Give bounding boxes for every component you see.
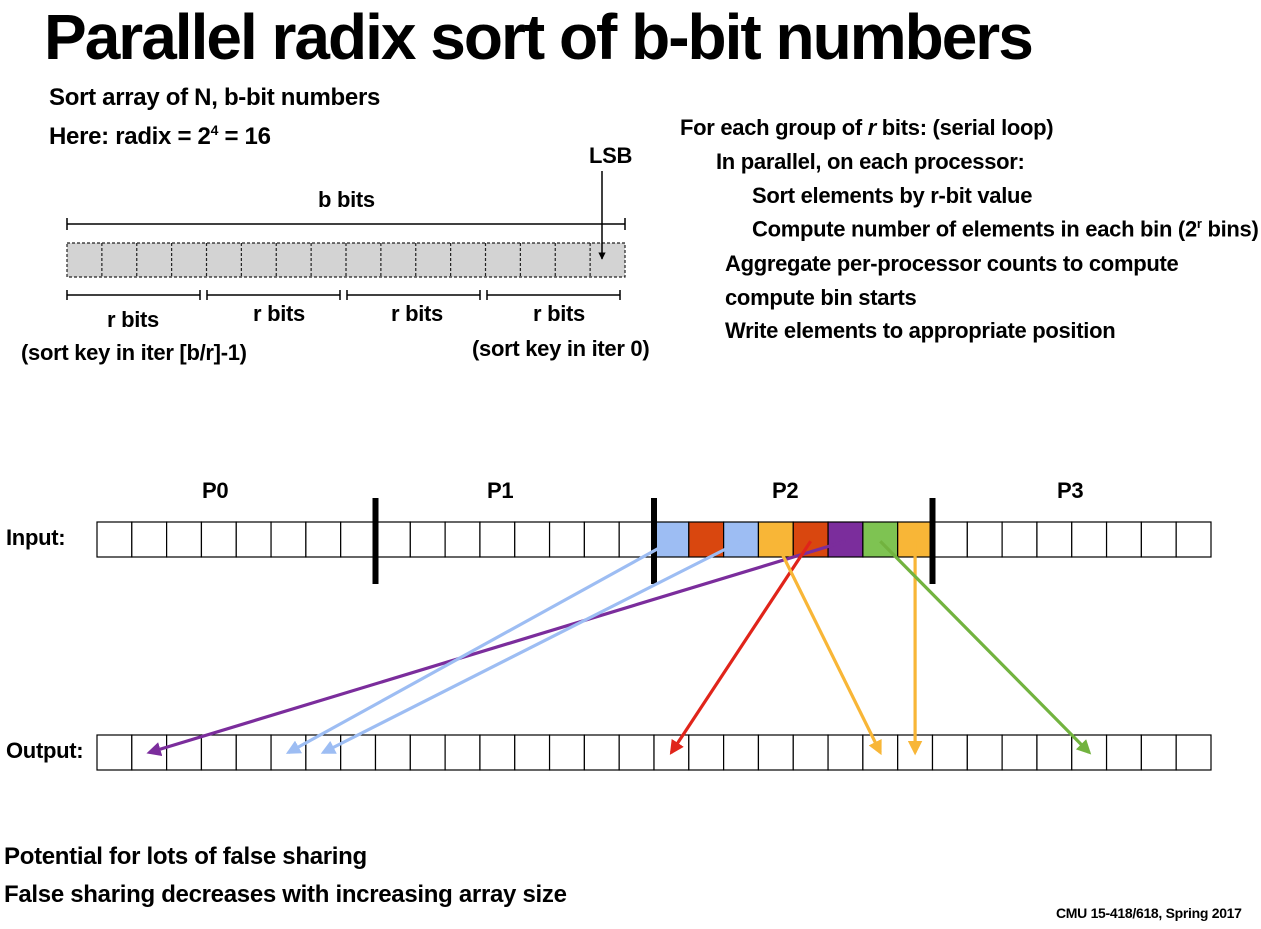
output-label: Output:: [6, 738, 84, 763]
first-group-caption: (sort key in iter [b/r]-1): [21, 340, 247, 365]
output-cell: [96, 734, 133, 771]
input-cell: [827, 521, 864, 558]
arrays-group: [96, 498, 1212, 771]
input-cell: [757, 521, 794, 558]
algo-line-5: Aggregate per-processor counts to comput…: [725, 251, 1179, 276]
r-bits-label-3: r bits: [391, 301, 443, 326]
processor-label-p0: P0: [202, 478, 229, 503]
input-cell: [1001, 521, 1038, 558]
output-cell: [548, 734, 585, 771]
algo-line-6: compute bin starts: [725, 285, 917, 310]
slide-title: Parallel radix sort of b-bit numbers: [44, 1, 1034, 73]
output-cell: [583, 734, 620, 771]
last-group-caption: (sort key in iter 0): [472, 336, 650, 361]
input-cell: [653, 521, 690, 558]
intro-line-1: Sort array of N, b-bit numbers: [49, 84, 381, 111]
output-cell: [757, 734, 794, 771]
algo-line-1: For each group of r bits: (serial loop): [680, 115, 1054, 140]
input-cell: [792, 521, 829, 558]
input-cell: [1105, 521, 1142, 558]
input-cell: [583, 521, 620, 558]
move-arrow: [285, 539, 673, 754]
input-cell: [166, 521, 203, 558]
key-bits-group: [66, 171, 626, 300]
input-cell: [200, 521, 237, 558]
processor-label-p1: P1: [487, 478, 514, 503]
move-arrow: [774, 540, 882, 756]
move-arrow: [320, 539, 742, 754]
output-cell: [1140, 734, 1177, 771]
input-cell: [1071, 521, 1108, 558]
footer-line-2: False sharing decreases with increasing …: [4, 881, 567, 908]
move-arrow: [879, 540, 1092, 755]
input-cell: [688, 521, 725, 558]
r-bits-label-2: r bits: [253, 301, 305, 326]
input-cell: [514, 521, 551, 558]
output-cell: [200, 734, 237, 771]
r-bits-label-4: r bits: [533, 301, 585, 326]
move-arrow: [146, 539, 846, 757]
input-cell: [1175, 521, 1212, 558]
output-cell: [827, 734, 864, 771]
output-cell: [514, 734, 551, 771]
input-cell: [479, 521, 516, 558]
output-cell: [723, 734, 760, 771]
key-bits-dividers: [101, 243, 591, 277]
input-cell: [618, 521, 655, 558]
input-cell: [305, 521, 342, 558]
output-cell: [166, 734, 203, 771]
move-arrows-group: [146, 539, 1092, 757]
algo-line-3: Sort elements by r-bit value: [752, 183, 1033, 208]
output-cell: [618, 734, 655, 771]
input-cell: [1036, 521, 1073, 558]
algo-line-7: Write elements to appropriate position: [725, 318, 1116, 343]
footer-line-1: Potential for lots of false sharing: [4, 843, 367, 870]
input-cell: [340, 521, 377, 558]
input-cell: [966, 521, 1003, 558]
algo-line-4: Compute number of elements in each bin (…: [752, 216, 1259, 242]
output-cell: [1175, 734, 1212, 771]
input-cell: [270, 521, 307, 558]
input-cell: [409, 521, 446, 558]
input-cell: [444, 521, 481, 558]
b-bits-label: b bits: [318, 187, 375, 212]
move-arrow: [669, 540, 812, 755]
algo-line-2: In parallel, on each processor:: [716, 149, 1025, 174]
input-cell: [548, 521, 585, 558]
output-cell: [1036, 734, 1073, 771]
input-cell: [374, 521, 411, 558]
output-cell: [444, 734, 481, 771]
input-cell: [723, 521, 760, 558]
output-cell: [1105, 734, 1142, 771]
output-cell: [1001, 734, 1038, 771]
output-cell: [966, 734, 1003, 771]
intro-line-2: Here: radix = 24 = 16: [49, 122, 271, 150]
r-bits-label-1: r bits: [107, 307, 159, 332]
lsb-label: LSB: [589, 143, 633, 168]
footer-credit: CMU 15-418/618, Spring 2017: [1056, 905, 1242, 921]
output-cell: [792, 734, 829, 771]
input-label: Input:: [6, 525, 66, 550]
output-cell: [931, 734, 968, 771]
output-cell: [479, 734, 516, 771]
input-cell: [1140, 521, 1177, 558]
output-cell: [688, 734, 725, 771]
input-cell: [96, 521, 133, 558]
output-cell: [235, 734, 272, 771]
output-cell: [374, 734, 411, 771]
processor-label-p3: P3: [1057, 478, 1084, 503]
input-cell: [131, 521, 168, 558]
r-bits-spans: [66, 290, 621, 300]
processor-label-p2: P2: [772, 478, 799, 503]
input-cell: [235, 521, 272, 558]
input-cell: [931, 521, 968, 558]
output-cell: [409, 734, 446, 771]
